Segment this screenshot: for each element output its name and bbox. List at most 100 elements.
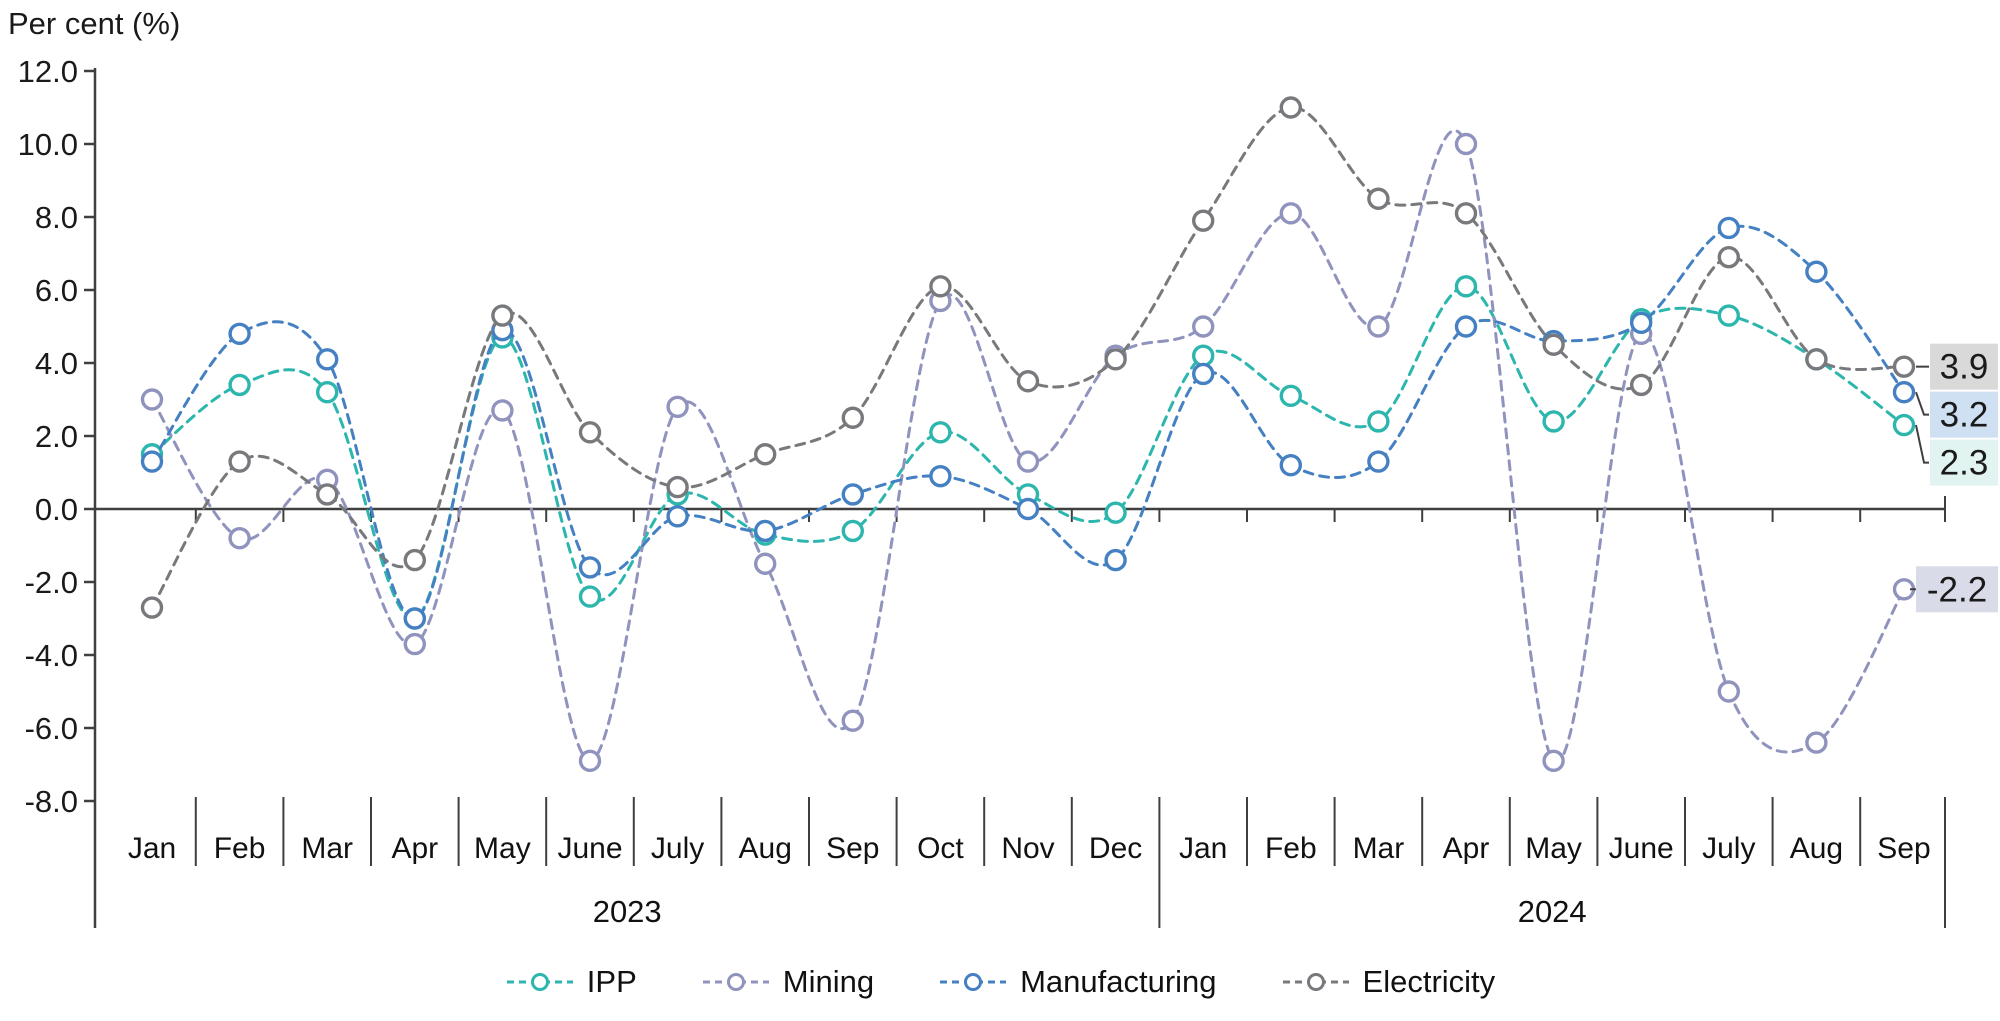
y-axis-label: 12.0 [18, 54, 78, 89]
data-point-marker [1191, 315, 1215, 338]
data-point-marker [929, 421, 952, 444]
data-point-marker [491, 304, 514, 327]
data-point-marker [666, 505, 689, 528]
legend-sample-icon [1282, 973, 1349, 991]
data-point-marker [1454, 315, 1478, 338]
data-point-marker [316, 483, 339, 506]
data-point-marker [316, 381, 339, 404]
data-point-marker [1805, 260, 1828, 283]
data-point-marker [841, 519, 864, 543]
series-line-mining [150, 129, 1906, 764]
y-axis-label: -6.0 [25, 711, 78, 746]
x-axis-month-label: Jan [128, 832, 176, 865]
data-point-marker [1104, 548, 1127, 572]
legend-item-label: Mining [782, 964, 875, 999]
data-point-marker [228, 373, 251, 397]
data-point-marker [1191, 362, 1215, 386]
chart-title: Per cent (%) [8, 6, 181, 41]
end-label: 2.3 [1940, 444, 1989, 483]
data-point-marker [1805, 348, 1828, 371]
data-point-marker [1454, 275, 1478, 298]
data-point-marker [1717, 245, 1741, 269]
data-point-marker [1191, 344, 1215, 367]
data-point-marker [1279, 96, 1303, 119]
data-point-marker [1016, 450, 1040, 473]
legend-item-label: IPP [586, 964, 637, 999]
y-axis-label: -2.0 [25, 565, 78, 600]
series-line-manufacturing [150, 224, 1906, 620]
x-axis-month-label: Apr [1443, 832, 1490, 865]
x-axis-month-label: July [651, 832, 704, 865]
end-label-box [1930, 343, 1998, 390]
legend-item-electricity: Electricity [1281, 964, 1496, 1000]
data-point-marker [403, 632, 426, 656]
data-point-marker [1367, 410, 1390, 433]
data-point-marker [666, 475, 689, 499]
x-axis-month-label: Sep [1877, 832, 1930, 865]
data-point-marker [316, 348, 339, 371]
data-point-marker [228, 322, 251, 345]
data-point-marker [1016, 497, 1040, 521]
data-point-marker [1629, 311, 1653, 335]
series-line-electricity [150, 105, 1906, 610]
data-point-marker [841, 406, 864, 429]
end-label-box [1930, 439, 1998, 486]
data-point-marker [754, 552, 777, 575]
x-axis-month-label: Aug [1790, 832, 1843, 865]
y-axis-label: 0.0 [35, 492, 78, 527]
data-point-marker [1279, 384, 1303, 408]
x-axis-month-label: Nov [1001, 832, 1054, 865]
data-point-marker [1191, 209, 1215, 232]
legend-item-ipp: IPP [505, 964, 637, 1000]
end-label-leader [1915, 391, 1929, 416]
data-point-marker [1104, 501, 1127, 524]
data-point-marker [754, 519, 777, 543]
x-axis-month-label: Feb [1265, 832, 1317, 865]
data-point-marker [1279, 454, 1303, 477]
data-point-marker [1629, 373, 1653, 397]
y-axis-label: 6.0 [35, 273, 78, 308]
data-point-marker [1016, 370, 1040, 393]
x-axis-month-label: Aug [739, 832, 792, 865]
y-axis-label: 2.0 [35, 419, 78, 454]
y-axis-label: 10.0 [18, 127, 78, 162]
data-point-marker [140, 450, 164, 473]
x-axis-month-label: June [557, 832, 622, 865]
end-label: 3.9 [1940, 348, 1989, 387]
end-label-box [1916, 566, 1998, 613]
data-point-marker [1454, 132, 1478, 156]
year-label: 2023 [593, 894, 662, 929]
data-point-marker [578, 556, 602, 579]
data-point-marker [1717, 304, 1741, 327]
data-point-marker [140, 596, 164, 619]
x-axis-month-label: Jan [1179, 832, 1227, 865]
data-point-marker [1367, 187, 1390, 210]
y-axis-label: 8.0 [35, 200, 78, 235]
data-point-marker [1542, 333, 1565, 356]
end-label-leader [1915, 424, 1929, 464]
data-point-marker [578, 421, 602, 444]
data-point-marker [1892, 413, 1916, 437]
data-point-marker [228, 527, 251, 550]
y-axis-label: 4.0 [35, 346, 78, 381]
x-axis-month-label: Oct [917, 832, 964, 865]
x-axis-month-label: Mar [301, 832, 353, 865]
data-point-marker [403, 548, 426, 572]
legend-item-label: Electricity [1362, 964, 1496, 999]
data-point-marker [1717, 216, 1741, 240]
data-point-marker [1279, 202, 1303, 225]
y-axis-label: -4.0 [25, 638, 78, 673]
data-point-marker [929, 464, 952, 488]
data-point-marker [1805, 731, 1828, 754]
x-axis-month-label: May [474, 832, 531, 865]
year-label: 2024 [1518, 894, 1587, 929]
x-axis-month-label: June [1609, 832, 1674, 865]
legend-sample-icon [702, 973, 769, 991]
data-point-marker [1717, 680, 1741, 703]
data-point-marker [1542, 410, 1565, 433]
x-axis-month-label: May [1525, 832, 1582, 865]
chart-legend: IPP Mining Manufacturing Electricity [0, 964, 2000, 1000]
data-point-marker [754, 443, 777, 466]
end-label-box [1930, 391, 1998, 438]
